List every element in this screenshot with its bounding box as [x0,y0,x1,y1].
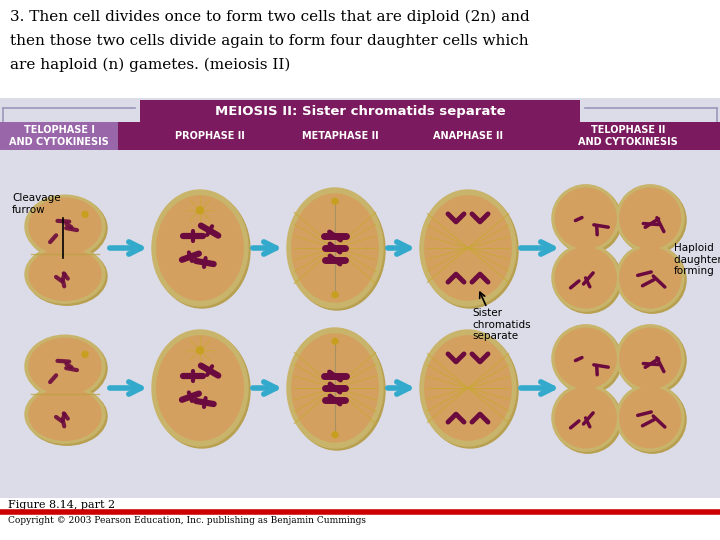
Ellipse shape [287,328,383,448]
Ellipse shape [555,388,616,448]
Ellipse shape [552,185,619,252]
Ellipse shape [29,198,101,254]
Ellipse shape [618,327,686,394]
Ellipse shape [616,244,684,311]
Ellipse shape [616,325,684,392]
Ellipse shape [618,386,686,453]
Ellipse shape [292,334,378,442]
Ellipse shape [554,327,621,394]
Ellipse shape [154,192,250,308]
Ellipse shape [292,194,378,302]
Ellipse shape [618,246,686,313]
Ellipse shape [27,248,107,305]
Text: are haploid (n) gametes. (meiosis II): are haploid (n) gametes. (meiosis II) [10,58,290,72]
Ellipse shape [27,337,107,400]
Ellipse shape [157,336,243,440]
Bar [0,98,720,498]
Circle shape [82,211,88,218]
Text: then those two cells divide again to form four daughter cells which: then those two cells divide again to for… [10,34,528,48]
Ellipse shape [425,196,511,300]
Bar [0,122,720,150]
Ellipse shape [152,190,248,306]
Ellipse shape [25,246,105,303]
Ellipse shape [420,190,516,306]
Text: PROPHASE II: PROPHASE II [175,131,245,141]
Text: TELOPHASE II
AND CYTOKINESIS: TELOPHASE II AND CYTOKINESIS [578,125,678,147]
Ellipse shape [616,185,684,252]
Ellipse shape [27,388,107,445]
Ellipse shape [29,388,101,440]
Ellipse shape [157,196,243,300]
Ellipse shape [618,187,686,254]
Ellipse shape [25,386,105,443]
Ellipse shape [29,248,101,300]
Bar [0,498,720,540]
Text: Haploid
daughter cells
forming: Haploid daughter cells forming [674,243,720,276]
Ellipse shape [152,330,248,446]
Circle shape [332,432,338,438]
Ellipse shape [552,244,619,311]
Text: Sister
chromatids
separate: Sister chromatids separate [472,308,531,341]
Bar [0,0,720,98]
Circle shape [197,347,204,354]
Ellipse shape [422,332,518,448]
Ellipse shape [29,339,101,395]
Ellipse shape [620,188,680,248]
Ellipse shape [620,328,680,388]
Bar [0,122,118,150]
Circle shape [332,198,338,204]
Ellipse shape [554,246,621,313]
Circle shape [82,352,88,357]
Ellipse shape [420,330,516,446]
Bar [140,100,580,122]
Circle shape [332,338,338,344]
Ellipse shape [287,188,383,308]
Text: ANAPHASE II: ANAPHASE II [433,131,503,141]
Ellipse shape [552,384,619,451]
Ellipse shape [555,188,616,248]
Ellipse shape [616,384,684,451]
Ellipse shape [27,197,107,260]
Text: Figure 8.14, part 2: Figure 8.14, part 2 [8,500,115,510]
Ellipse shape [425,336,511,440]
Text: TELOPHASE I
AND CYTOKINESIS: TELOPHASE I AND CYTOKINESIS [9,125,109,147]
Ellipse shape [620,247,680,308]
Ellipse shape [620,388,680,448]
Circle shape [332,292,338,298]
Ellipse shape [25,195,105,258]
Ellipse shape [289,330,385,450]
Ellipse shape [154,332,250,448]
Circle shape [197,207,204,214]
Text: Cleavage
furrow: Cleavage furrow [12,193,60,214]
Text: Copyright © 2003 Pearson Education, Inc. publishing as Benjamin Cummings: Copyright © 2003 Pearson Education, Inc.… [8,516,366,525]
Ellipse shape [422,192,518,308]
Text: METAPHASE II: METAPHASE II [302,131,378,141]
Ellipse shape [289,190,385,310]
Ellipse shape [554,187,621,254]
Text: 3. Then cell divides once to form two cells that are diploid (2n) and: 3. Then cell divides once to form two ce… [10,10,530,24]
Ellipse shape [25,335,105,397]
Ellipse shape [554,386,621,453]
Ellipse shape [552,325,619,392]
Text: MEIOSIS II: Sister chromatids separate: MEIOSIS II: Sister chromatids separate [215,105,505,118]
Ellipse shape [555,328,616,388]
Ellipse shape [555,247,616,308]
